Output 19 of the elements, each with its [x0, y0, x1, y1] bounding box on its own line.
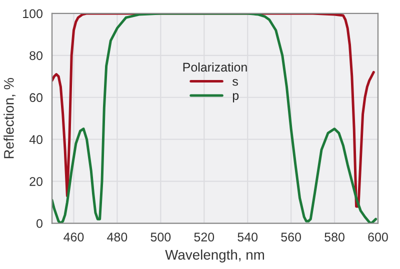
- x-tick-label: 540: [238, 232, 258, 242]
- x-tick-label: 460: [64, 232, 84, 242]
- legend-title: Polarization: [183, 62, 247, 72]
- x-tick-label: 580: [324, 232, 344, 242]
- legend-label: p: [232, 93, 239, 102]
- x-tick-label: 560: [281, 232, 302, 242]
- y-tick-label: 60: [30, 93, 42, 102]
- x-tick-label: 520: [194, 232, 214, 242]
- x-axis-title: Wavelength, nm: [165, 250, 264, 262]
- legend-label: s: [232, 78, 238, 86]
- y-tick-label: 80: [30, 51, 42, 60]
- y-tick-label: 0: [36, 219, 42, 228]
- y-axis-title: Reflection, %: [4, 78, 16, 158]
- x-tick-label: 500: [150, 232, 171, 242]
- y-tick-label: 20: [30, 177, 42, 186]
- x-tick-label: 480: [107, 232, 128, 242]
- y-tick-label: 100: [23, 9, 42, 18]
- x-tick-label: 600: [368, 232, 388, 242]
- y-tick-label: 40: [29, 135, 42, 144]
